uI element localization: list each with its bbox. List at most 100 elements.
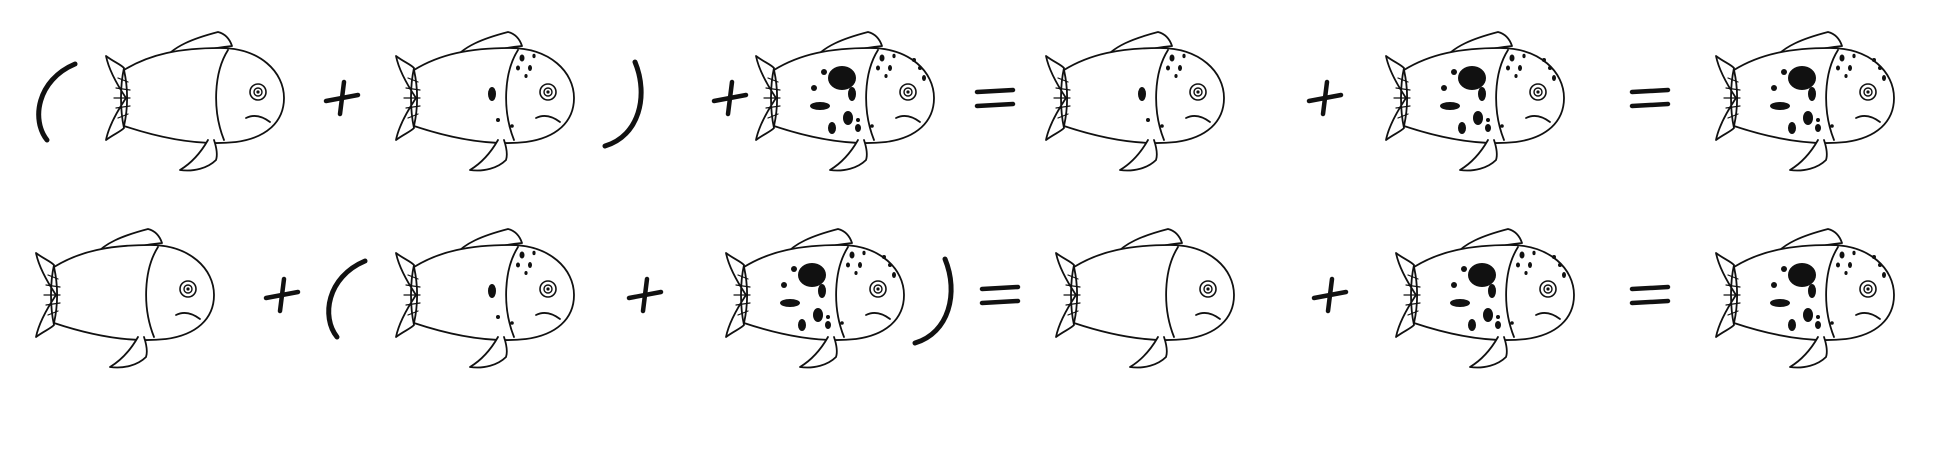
fish-spot: [516, 65, 520, 71]
fish-spot: [528, 262, 532, 268]
fish-spot: [1506, 65, 1510, 71]
fish-spot: [1770, 299, 1790, 307]
lightly-spotted-fish-icon: [1045, 31, 1225, 172]
fish-spot: [1878, 263, 1882, 267]
fish-spot: [826, 315, 830, 319]
close-paren: [602, 59, 644, 149]
heavily-spotted-fish-icon: [1715, 31, 1895, 172]
fish-spot: [1781, 69, 1787, 75]
fish-spot: [876, 65, 880, 71]
fish-spot: [821, 69, 827, 75]
fish-spot: [1788, 319, 1796, 331]
fish-spot: [1770, 102, 1790, 110]
fish-spot: [1532, 250, 1536, 256]
fish-spot: [798, 263, 826, 287]
close-paren: [912, 256, 954, 346]
fish-spot: [818, 284, 826, 298]
heavily-spotted-fish-icon: [755, 31, 935, 172]
fish-spot: [1440, 102, 1460, 110]
fish-spot: [1182, 53, 1186, 59]
fish-spot: [1451, 282, 1457, 288]
fish-spot: [1844, 74, 1848, 78]
fish-spot: [1500, 124, 1504, 128]
fish-spot: [1552, 255, 1556, 259]
fish-spot: [1528, 262, 1532, 268]
fish-spot: [516, 262, 520, 268]
fish-spot: [922, 75, 926, 81]
fish-spot: [879, 54, 885, 62]
heavily-spotted-fish-icon: [1395, 228, 1575, 369]
fish-spot: [810, 102, 830, 110]
fish-spot: [488, 284, 496, 298]
fish-spot: [825, 321, 831, 329]
fish-spot: [1485, 124, 1491, 132]
plus-sign: [263, 276, 301, 314]
fish-spot: [524, 271, 528, 275]
fish-spot: [532, 53, 536, 59]
fish-spot: [1815, 321, 1821, 329]
fish-spot: [1524, 271, 1528, 275]
fish-spot: [1830, 321, 1834, 325]
fish-spot: [1562, 272, 1566, 278]
equals-sign: [979, 284, 1021, 306]
fish-spot: [1808, 87, 1816, 101]
plus-sign: [711, 79, 749, 117]
fish-spot: [1461, 266, 1467, 272]
plain-fish-icon: [105, 31, 285, 172]
fish-spot: [1496, 315, 1500, 319]
open-paren: [326, 258, 368, 340]
fish-spot: [843, 111, 853, 125]
fish-spot: [888, 65, 892, 71]
equation-row-2: [35, 228, 1895, 369]
fish-spot: [1848, 65, 1852, 71]
fish-spot: [828, 122, 836, 134]
fish-spot: [1522, 53, 1526, 59]
fish-spot: [848, 87, 856, 101]
plus-sign: [1311, 276, 1349, 314]
fish-spot: [1830, 124, 1834, 128]
fish-spot: [781, 282, 787, 288]
fish-spot: [1146, 118, 1150, 122]
fish-spot: [1839, 251, 1845, 259]
fish-spot: [1178, 65, 1182, 71]
fish-spot: [811, 85, 817, 91]
fish-spot: [1788, 66, 1816, 90]
fish-spot: [1483, 308, 1493, 322]
fish-spot: [912, 58, 916, 62]
fish-spot: [888, 263, 892, 267]
fish-spot: [1878, 66, 1882, 70]
fish-spot: [854, 271, 858, 275]
fish-spot: [856, 118, 860, 122]
heavily-spotted-fish-icon: [1715, 228, 1895, 369]
fish-spot: [1788, 122, 1796, 134]
fish-spot: [1441, 85, 1447, 91]
fish-spot: [1473, 111, 1483, 125]
fish-spot: [1169, 54, 1175, 62]
fish-spot: [791, 266, 797, 272]
lightly-spotted-fish-icon: [395, 228, 575, 369]
fish-spot: [884, 74, 888, 78]
fish-spot: [1514, 74, 1518, 78]
fish-spot: [1781, 266, 1787, 272]
fish-spot: [1788, 263, 1816, 287]
lightly-spotted-fish-icon: [395, 31, 575, 172]
fish-spot: [1468, 263, 1496, 287]
plus-sign: [626, 276, 664, 314]
fish-spot: [532, 250, 536, 256]
open-paren: [36, 61, 78, 143]
fish-spot: [1852, 53, 1856, 59]
plain-fish-icon: [35, 228, 215, 369]
fish-spot: [519, 54, 525, 62]
fish-spot: [1872, 255, 1876, 259]
fish-spot: [1848, 262, 1852, 268]
fish-spot: [882, 255, 886, 259]
fish-spot: [519, 251, 525, 259]
fish-spot: [1836, 65, 1840, 71]
fish-spot: [488, 87, 496, 101]
fish-spot: [1839, 54, 1845, 62]
plus-sign: [1306, 79, 1344, 117]
fish-spot: [1882, 272, 1886, 278]
fish-spot: [1458, 122, 1466, 134]
fish-spot: [1510, 321, 1514, 325]
